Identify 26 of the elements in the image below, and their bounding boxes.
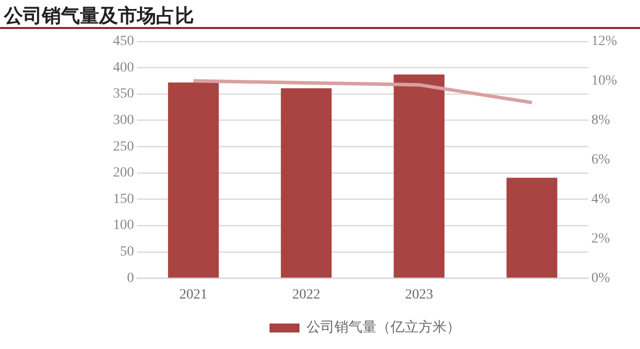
- y2-tick-label: 8%: [591, 113, 610, 128]
- y2-tick-label: 2%: [591, 231, 610, 246]
- y-tick-label: 50: [120, 244, 134, 260]
- y2-tick-label: 12%: [591, 34, 618, 50]
- legend-label: 公司销气量（亿立方米）: [306, 320, 460, 336]
- bar: [280, 88, 332, 278]
- y-tick-label: 350: [113, 86, 134, 102]
- y-tick-label: 400: [113, 60, 134, 76]
- y-tick-label: 300: [113, 113, 134, 128]
- chart-title: 公司销气量及市场占比: [4, 4, 194, 29]
- y-tick-label: 100: [113, 218, 134, 234]
- y-tick-label: 0: [127, 270, 134, 286]
- bar: [168, 82, 219, 278]
- x-tick-label: 2022: [292, 287, 320, 302]
- y2-tick-label: 6%: [591, 152, 610, 168]
- y2-tick-label: 0%: [591, 270, 610, 286]
- y-tick-label: 150: [113, 192, 134, 207]
- x-tick-label: 2021: [179, 287, 208, 302]
- x-tick-label: 2023: [405, 287, 434, 302]
- y-tick-label: 250: [113, 139, 134, 154]
- y2-tick-label: 10%: [591, 74, 618, 89]
- bar: [394, 74, 444, 278]
- y-tick-label: 200: [113, 166, 134, 181]
- y2-tick-label: 4%: [591, 192, 610, 207]
- y-tick-label: 450: [113, 34, 134, 50]
- bar: [506, 178, 558, 278]
